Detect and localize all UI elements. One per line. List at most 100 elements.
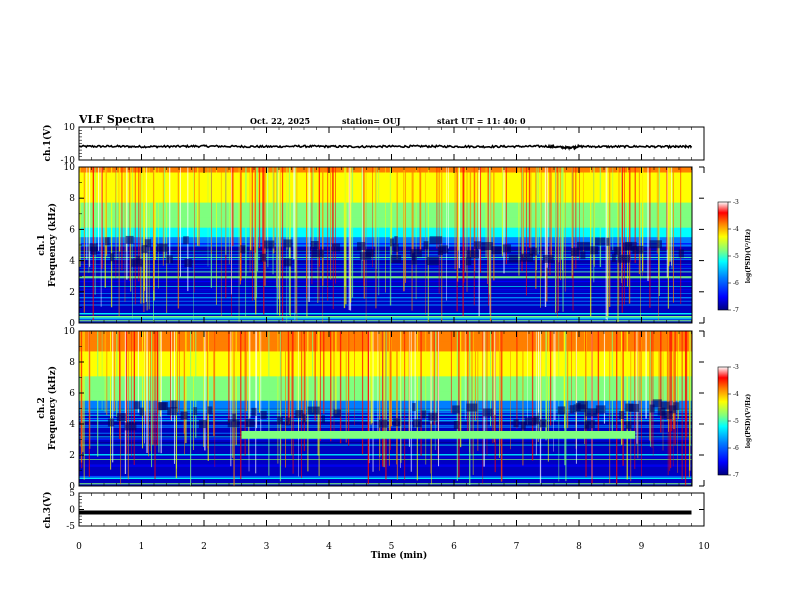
colorbar-tick-label: -4 xyxy=(733,391,739,398)
spectrogram-patch xyxy=(595,237,606,246)
spectrogram-patch xyxy=(614,246,621,255)
ch1-colorbar-ticks: -3 -4 -5 -6 -7 xyxy=(728,199,739,314)
ch2-spectrogram-image xyxy=(79,331,692,487)
spectrogram-patch xyxy=(260,410,267,419)
colorbar-tick-label: -3 xyxy=(733,199,739,206)
spectrogram-patch xyxy=(520,421,526,430)
spectrogram-patch xyxy=(311,249,324,258)
ch2-spectrogram-ticks: 0 2 4 6 8 10 xyxy=(64,327,704,492)
spectrogram-patch xyxy=(227,419,240,428)
spectrogram-patch xyxy=(508,254,519,263)
spectrogram-patch xyxy=(378,419,388,428)
spectrogram-patch xyxy=(577,401,588,410)
spectrogram-patch xyxy=(529,247,538,256)
spectrogram-emission xyxy=(241,430,636,439)
spectrogram-patch xyxy=(661,401,670,410)
colorbar-tick-label: -4 xyxy=(733,226,739,233)
y-tick-label: -10 xyxy=(61,156,76,166)
spectrogram-patch xyxy=(524,417,537,426)
spectrogram-patch xyxy=(428,412,438,421)
spectrogram-patch xyxy=(359,251,372,260)
spectrogram-patch xyxy=(116,413,126,422)
spectrogram-patch xyxy=(207,406,213,415)
y-tick-label: 8 xyxy=(69,194,75,204)
y-tick-label: 2 xyxy=(69,451,75,461)
spectrogram-patch xyxy=(584,421,589,430)
spectrogram-patch xyxy=(569,405,575,414)
spectrogram-patch xyxy=(622,242,633,251)
spectrogram-patch xyxy=(183,236,189,245)
spectrogram-patch xyxy=(104,237,110,246)
spectrogram-patch xyxy=(295,410,304,419)
ch1-colorbar-label: log(PSD)(V²/Hz) xyxy=(745,229,752,284)
spectrogram-patch xyxy=(502,244,512,253)
spectrogram-patch xyxy=(412,403,416,412)
spectrogram-patch xyxy=(393,418,401,427)
spectrogram-patch xyxy=(542,254,554,263)
colorbar-tick-label: -7 xyxy=(733,472,739,479)
spectrogram-patch xyxy=(277,416,283,425)
spectrogram-patch xyxy=(283,239,293,248)
ch2-colorbar-label: log(PSD)(V²/Hz) xyxy=(745,394,752,449)
spectrogram-patch xyxy=(251,407,257,416)
time-axis: 0 1 2 3 4 5 6 7 8 9 10 xyxy=(76,127,710,552)
spectrogram-patch xyxy=(89,243,98,252)
y-tick-label: 4 xyxy=(69,257,75,267)
x-tick-label: 0 xyxy=(76,542,82,552)
spectrogram-patch xyxy=(110,253,115,262)
station-label: station= OUJ xyxy=(342,116,401,126)
spectrogram-patch xyxy=(466,250,479,259)
spectrogram-patch xyxy=(661,411,673,420)
spectrogram-patch xyxy=(678,249,684,258)
y-tick-label: 2 xyxy=(69,288,75,298)
spectrogram-patch xyxy=(539,419,547,428)
y-tick-label: 10 xyxy=(64,163,76,173)
spectrogram-patch xyxy=(585,420,595,429)
spectrogram-patch xyxy=(465,257,472,266)
y-tick-label: 10 xyxy=(64,327,76,337)
y-tick-label: 0 xyxy=(69,319,75,329)
spectrogram-patch xyxy=(180,411,188,420)
spectrogram-patch xyxy=(439,245,449,254)
x-tick-label: 2 xyxy=(201,542,207,552)
spectrogram-patch xyxy=(466,403,478,412)
ch3-waveform-ticks: 5 0 -5 xyxy=(66,489,704,532)
colorbar-tick-label: -7 xyxy=(733,307,739,314)
spectrogram-patch xyxy=(263,240,275,249)
spectrogram-patch xyxy=(668,405,677,414)
x-tick-label: 7 xyxy=(514,542,520,552)
spectrogram-patch xyxy=(629,403,640,412)
spectrogram-patch xyxy=(625,421,632,430)
spectrogram-patch xyxy=(193,407,198,416)
spectrogram-patch xyxy=(307,406,320,415)
y-tick-label: 10 xyxy=(64,123,76,133)
spectrogram-patch xyxy=(652,399,662,408)
spectrogram-patch xyxy=(144,239,152,248)
spectrogram-patch xyxy=(232,413,236,422)
spectrogram-patch xyxy=(394,236,398,245)
spectrogram-patch xyxy=(170,400,178,409)
spectrogram-patch xyxy=(412,419,422,428)
spectrogram-patch xyxy=(124,422,137,431)
spectrogram-patch xyxy=(302,414,306,423)
y-tick-label: -5 xyxy=(66,522,75,532)
spectrogram-patch xyxy=(482,408,493,417)
x-tick-label: 3 xyxy=(264,542,270,552)
ch1-spectrogram-channel-label: ch.1 xyxy=(37,234,47,255)
spectrogram-patch xyxy=(333,409,341,418)
spectrogram-patch xyxy=(611,253,616,262)
spectrogram-patch xyxy=(590,246,599,255)
spectrogram-patch xyxy=(429,236,443,245)
spectrogram-patch xyxy=(332,243,341,252)
spectrogram-patch xyxy=(141,245,148,254)
spectrogram-patch xyxy=(285,417,291,426)
spectrogram-patch xyxy=(184,258,192,267)
spectrogram-patch xyxy=(491,246,502,255)
spectrogram-patch xyxy=(580,251,586,260)
spectrogram-patch xyxy=(159,402,169,411)
x-tick-label: 5 xyxy=(389,542,395,552)
x-tick-label: 8 xyxy=(576,542,582,552)
colorbar-tick-label: -5 xyxy=(733,253,739,260)
